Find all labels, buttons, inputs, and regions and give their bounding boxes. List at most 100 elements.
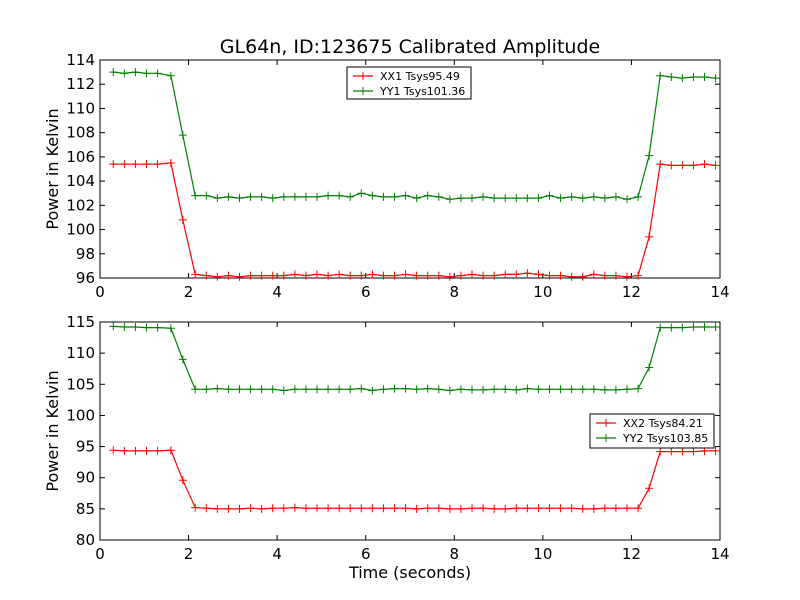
y-tick-label: 104 <box>66 172 95 190</box>
data-point-marker <box>324 385 333 394</box>
y-tick-label: 96 <box>76 269 95 287</box>
x-tick-label: 6 <box>361 545 371 563</box>
data-point-marker <box>120 322 129 331</box>
data-point-marker <box>279 386 288 395</box>
data-point-marker <box>523 269 532 278</box>
data-point-marker <box>645 484 654 493</box>
data-point-marker <box>556 194 565 203</box>
data-point-marker <box>401 504 410 513</box>
data-point-marker <box>711 74 720 83</box>
data-point-marker <box>556 271 565 280</box>
data-point-marker <box>290 270 299 279</box>
data-point-marker <box>131 160 140 169</box>
y-tick-label: 90 <box>76 469 95 487</box>
x-axis-label: Time (seconds) <box>348 563 471 582</box>
x-tick-label: 6 <box>361 283 371 301</box>
data-point-marker <box>153 323 162 332</box>
data-point-marker <box>490 271 499 280</box>
plot-frame <box>99 321 721 541</box>
y-tick-label: 106 <box>66 148 95 166</box>
data-point-marker <box>335 270 344 279</box>
data-point-marker <box>120 446 129 455</box>
data-point-marker <box>153 160 162 169</box>
data-point-marker <box>120 69 129 78</box>
data-point-marker <box>246 385 255 394</box>
data-point-marker <box>346 385 355 394</box>
data-point-marker <box>468 504 476 513</box>
data-point-marker <box>534 385 543 394</box>
data-point-marker <box>512 194 521 203</box>
data-point-marker <box>142 446 151 455</box>
x-tick-label: 14 <box>710 283 729 301</box>
data-point-marker <box>434 192 443 201</box>
data-point-marker <box>166 71 175 80</box>
data-point-marker <box>142 323 151 332</box>
y-tick-label: 105 <box>66 375 95 393</box>
legend-marker <box>602 419 610 427</box>
data-point-marker <box>667 323 676 332</box>
legend-entry-label: XX1 Tsys95.49 <box>380 70 460 83</box>
data-point-marker <box>301 271 310 280</box>
data-point-marker <box>578 194 587 203</box>
data-point-marker <box>423 191 432 200</box>
data-point-marker <box>456 194 465 203</box>
data-point-marker <box>379 385 388 394</box>
data-point-marker <box>589 192 598 201</box>
data-point-marker <box>335 385 344 394</box>
data-point-marker <box>257 385 266 394</box>
data-point-marker <box>313 385 321 394</box>
data-point-marker <box>589 504 598 513</box>
data-point-marker <box>445 386 454 395</box>
data-point-marker <box>512 385 521 394</box>
data-point-marker <box>479 271 488 280</box>
x-tick-label: 0 <box>95 545 105 563</box>
data-point-marker <box>678 161 687 170</box>
data-point-marker <box>178 215 187 224</box>
data-point-marker <box>556 385 565 394</box>
data-point-marker <box>545 504 554 513</box>
x-tick-label: 12 <box>622 545 641 563</box>
data-point-marker <box>567 385 576 394</box>
y-tick-label: 100 <box>66 406 95 424</box>
data-point-marker <box>202 191 211 200</box>
data-point-marker <box>379 504 388 513</box>
data-point-marker <box>423 384 432 393</box>
data-point-marker <box>202 504 211 513</box>
data-point-marker <box>534 194 543 203</box>
y-tick-label: 85 <box>76 500 95 518</box>
data-point-marker <box>153 69 162 78</box>
data-point-marker <box>257 192 266 201</box>
legend-entry-label: XX2 Tsys84.21 <box>623 417 703 430</box>
data-point-marker <box>368 191 377 200</box>
data-point-marker <box>645 151 654 160</box>
data-point-marker <box>490 385 499 394</box>
data-point-marker <box>357 189 366 198</box>
data-point-marker <box>468 194 476 203</box>
data-point-marker <box>390 271 399 280</box>
data-point-marker <box>191 191 200 200</box>
x-tick-label: 0 <box>95 283 105 301</box>
data-point-marker <box>290 192 299 201</box>
x-tick-label: 10 <box>533 283 552 301</box>
data-point-marker <box>390 504 399 513</box>
data-point-marker <box>313 270 321 279</box>
data-point-marker <box>166 446 175 455</box>
data-point-marker <box>257 271 266 280</box>
data-point-marker <box>634 192 643 201</box>
data-point-marker <box>645 363 654 372</box>
data-point-marker <box>346 271 355 280</box>
data-point-marker <box>656 447 665 456</box>
y-tick-label: 98 <box>76 245 95 263</box>
data-point-marker <box>153 446 162 455</box>
data-point-marker <box>689 447 698 456</box>
data-point-marker <box>191 503 200 512</box>
data-point-marker <box>578 272 587 281</box>
legend-box <box>589 413 715 449</box>
data-point-marker <box>523 504 532 513</box>
data-point-marker <box>589 385 598 394</box>
legend-box <box>346 66 472 100</box>
data-point-marker <box>268 504 277 513</box>
data-point-marker <box>512 504 521 513</box>
data-point-marker <box>401 270 410 279</box>
